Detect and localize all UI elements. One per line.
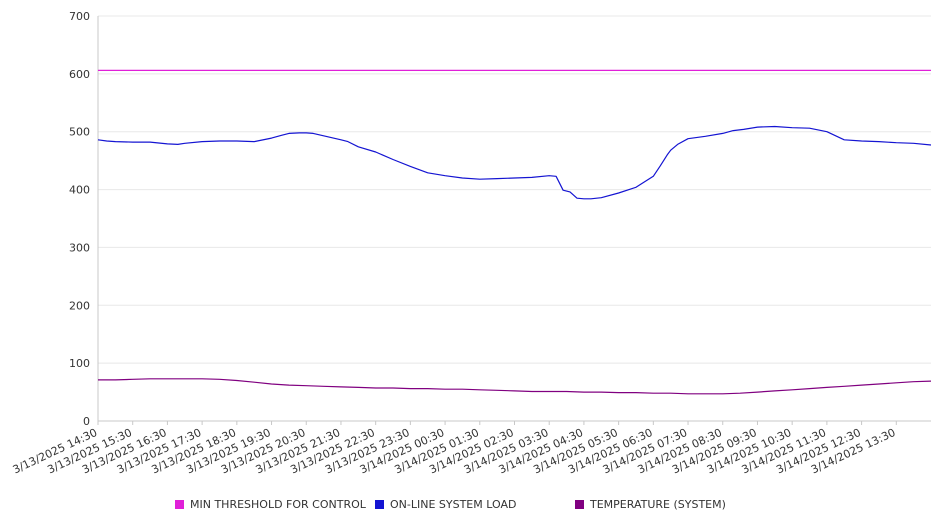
legend-swatch-temperature — [575, 500, 584, 509]
legend-item-min-threshold: MIN THRESHOLD FOR CONTROL — [175, 498, 366, 511]
y-tick-label: 500 — [69, 126, 90, 139]
y-tick-label: 0 — [83, 415, 90, 428]
series-system-load — [97, 125, 932, 200]
series-temperature — [98, 378, 932, 395]
y-tick-label: 300 — [69, 241, 90, 254]
legend-label-min-threshold: MIN THRESHOLD FOR CONTROL — [190, 498, 366, 511]
legend-swatch-system-load — [375, 500, 384, 509]
axes — [97, 16, 931, 425]
grid-lines — [98, 15, 931, 364]
legend: MIN THRESHOLD FOR CONTROL ON-LINE SYSTEM… — [0, 498, 946, 514]
y-tick-label: 100 — [69, 357, 90, 370]
y-tick-labels: 0 100 200 300 400 500 600 700 — [69, 10, 90, 428]
y-tick-label: 700 — [69, 10, 90, 23]
y-tick-label: 600 — [69, 68, 90, 81]
series-lines — [97, 69, 932, 395]
legend-item-system-load: ON-LINE SYSTEM LOAD — [375, 498, 516, 511]
x-tick-labels: 3/13/2025 14:303/13/2025 15:303/13/2025 … — [11, 426, 898, 476]
legend-item-temperature: TEMPERATURE (SYSTEM) — [575, 498, 726, 511]
y-tick-label: 400 — [69, 184, 90, 197]
legend-swatch-min-threshold — [175, 500, 184, 509]
y-tick-label: 200 — [69, 299, 90, 312]
legend-label-temperature: TEMPERATURE (SYSTEM) — [590, 498, 726, 511]
legend-label-system-load: ON-LINE SYSTEM LOAD — [390, 498, 517, 511]
